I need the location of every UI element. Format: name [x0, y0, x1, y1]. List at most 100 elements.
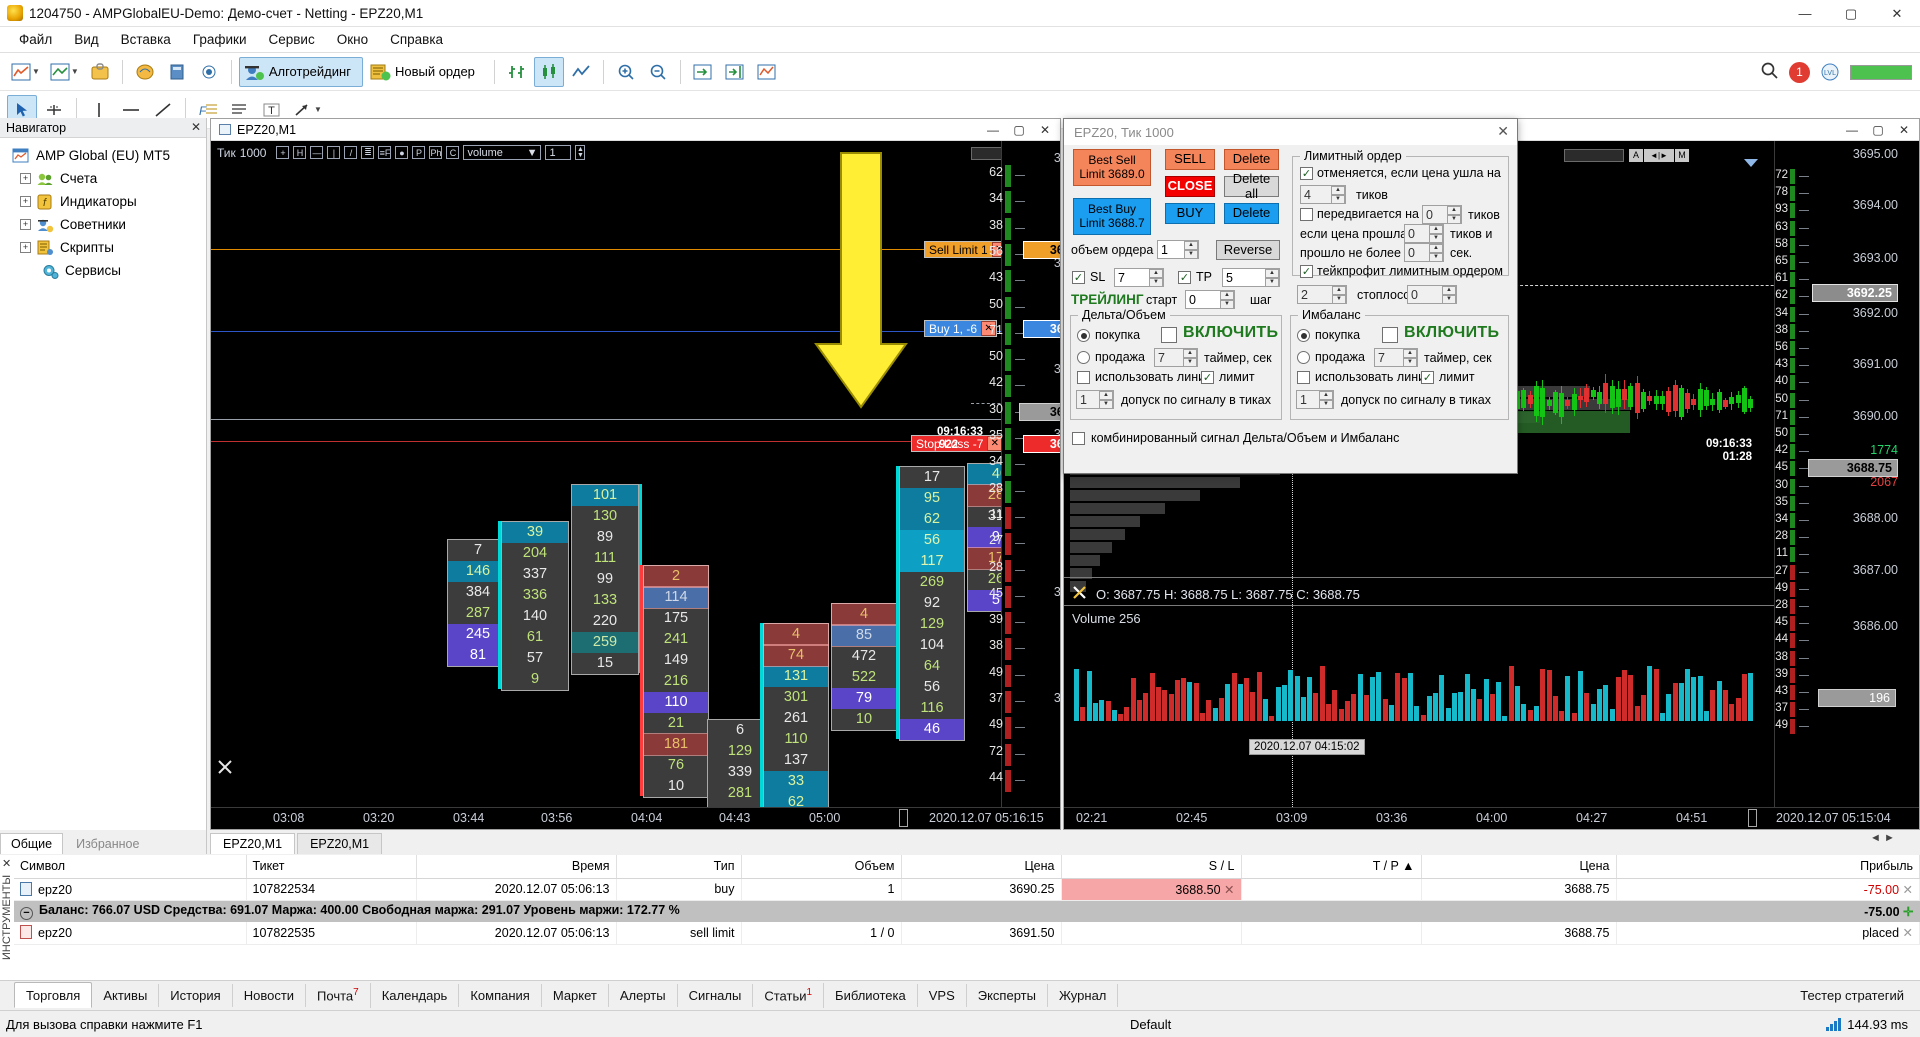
- chart-tabs[interactable]: EPZ20,M1 EPZ20,M1: [210, 830, 1061, 854]
- navigator-item-accounts[interactable]: + Счета: [4, 167, 202, 190]
- col-type[interactable]: Тип: [616, 855, 742, 879]
- cluster-num-input[interactable]: 1: [545, 145, 572, 160]
- toolbox-tabs[interactable]: Торговля Активы История Новости Почта7 К…: [0, 980, 1920, 1010]
- imbalance-tolerance-input[interactable]: 1 ▲ ▼: [1296, 390, 1334, 409]
- trailing-start-stepper[interactable]: ▲ ▼: [1220, 291, 1234, 309]
- reverse-button[interactable]: Reverse: [1216, 240, 1280, 260]
- navigator-item-experts[interactable]: + Советники: [4, 213, 202, 236]
- text-tool-button[interactable]: T: [257, 95, 287, 125]
- buy-price-chip[interactable]: 3690.25: [1023, 320, 1060, 338]
- footprint-cluster[interactable]: 4 85 472 522 79 10: [831, 603, 897, 731]
- maximize-button[interactable]: ▢: [1844, 5, 1858, 21]
- cluster-btn-c[interactable]: C: [446, 146, 460, 159]
- imbalance-sell-radio[interactable]: [1297, 351, 1310, 364]
- vertical-line-tool-button[interactable]: [84, 95, 114, 125]
- cluster-btn-linesf[interactable]: ≡F: [378, 146, 392, 159]
- crosshair-tool-button[interactable]: [39, 95, 69, 125]
- limit-move-ticks-input[interactable]: 0 ▲ ▼: [1422, 205, 1462, 224]
- trades-table[interactable]: Символ Тикет Время Тип Объем Цена S / L …: [14, 855, 1920, 945]
- buy-line-label[interactable]: Buy 1, -6 ✕: [924, 320, 998, 337]
- tab-mailbox[interactable]: Почта7: [306, 983, 371, 1008]
- best-sell-limit-button[interactable]: Best Sell Limit 3689.0: [1073, 149, 1151, 186]
- imbalance-use-line-checkbox[interactable]: [1297, 371, 1310, 384]
- col-volume[interactable]: Объем: [741, 855, 902, 879]
- limit-move-checkbox[interactable]: [1300, 208, 1313, 221]
- delta-use-line-checkbox[interactable]: [1077, 371, 1090, 384]
- delete-all-button[interactable]: Delete all: [1224, 171, 1279, 200]
- new-order-label[interactable]: Новый ордер: [394, 64, 475, 79]
- imbalance-timer-input[interactable]: 7 ▲ ▼: [1374, 348, 1418, 367]
- tp-input[interactable]: 5 ▲ ▼: [1222, 268, 1280, 287]
- navigator-item-scripts[interactable]: + Скрипты: [4, 236, 202, 259]
- footprint-cluster[interactable]: 4741313012611101373362825: [763, 623, 829, 807]
- fibonacci-tool-button[interactable]: F: [193, 95, 223, 125]
- delta-limit-checkbox[interactable]: ✓: [1201, 371, 1214, 384]
- delta-timer-input[interactable]: 7 ▲ ▼: [1154, 348, 1198, 367]
- col-price2[interactable]: Цена: [1421, 855, 1617, 879]
- menu-item-window[interactable]: Окно: [336, 32, 369, 47]
- candle-chart-button[interactable]: [533, 56, 564, 87]
- cluster-num-stepper[interactable]: ▲ ▼: [575, 145, 586, 160]
- sl-checkbox[interactable]: ✓: [1072, 271, 1085, 284]
- right-chart-mode-arrows[interactable]: ◄|►: [1644, 149, 1674, 162]
- chevron-down-icon[interactable]: ▼: [314, 105, 322, 114]
- footprint-cluster[interactable]: 17 95 62 56 117 269 92 129 104 64 56 116 46: [899, 466, 965, 741]
- menu-item-help[interactable]: Справка: [390, 32, 444, 47]
- combined-signal-checkbox[interactable]: [1072, 432, 1085, 445]
- right-chart-mode-m[interactable]: M: [1675, 149, 1689, 162]
- cluster-btn-h[interactable]: H: [293, 146, 307, 159]
- left-chart-minimize[interactable]: —: [987, 123, 999, 137]
- close-position-button[interactable]: CLOSE: [1165, 176, 1215, 197]
- stoploss-stepper[interactable]: ▲ ▼: [1442, 286, 1456, 304]
- status-profile[interactable]: Default: [1130, 1016, 1172, 1032]
- tab-journal[interactable]: Журнал: [1048, 984, 1119, 1007]
- close-icon[interactable]: ✕: [981, 321, 997, 336]
- sl-input[interactable]: 7 ▲ ▼: [1114, 268, 1164, 287]
- close-icon[interactable]: ✕: [190, 120, 201, 134]
- lvl-indicator[interactable]: LVL: [1820, 63, 1840, 81]
- col-price[interactable]: Цена: [901, 855, 1062, 879]
- trades-body[interactable]: epz20 107822534 2020.12.07 05:06:13 buy …: [14, 878, 1920, 945]
- limit-cancel-ticks-input[interactable]: 4 ▲ ▼: [1300, 185, 1346, 204]
- tab-trade[interactable]: Торговля: [14, 981, 93, 1008]
- chevron-down-icon[interactable]: ▼: [526, 146, 538, 159]
- zoom-in-button[interactable]: [611, 57, 641, 87]
- crosshair-price-chip[interactable]: 3692.25: [1812, 284, 1898, 302]
- cluster-btn-ph[interactable]: Ph: [429, 146, 443, 159]
- navigator-root[interactable]: AMP Global (EU) MT5: [4, 144, 202, 167]
- menu-item-insert[interactable]: Вставка: [120, 32, 171, 47]
- delta-timer-stepper[interactable]: ▲ ▼: [1183, 349, 1197, 367]
- main-toolbar[interactable]: ▼ ▼ Алготрейдинг Новый ордер: [0, 53, 1920, 91]
- navigator-tab-favorites[interactable]: Избранное: [65, 833, 151, 854]
- autoscroll-button[interactable]: [688, 57, 718, 87]
- strategy-tester-label[interactable]: Тестер стратегий: [1800, 988, 1904, 1003]
- right-chart-maximize[interactable]: ▢: [1872, 123, 1884, 137]
- left-chart-maximize[interactable]: ▢: [1013, 123, 1025, 137]
- tp-stepper[interactable]: ▲ ▼: [1265, 269, 1279, 287]
- col-ticket[interactable]: Тикет: [246, 855, 417, 879]
- tab-alerts[interactable]: Алерты: [609, 984, 678, 1007]
- expand-icon[interactable]: +: [20, 219, 31, 230]
- tp-limit-input[interactable]: 2 ▲ ▼: [1297, 285, 1347, 304]
- data-window-button[interactable]: [130, 57, 160, 87]
- tab-calendar[interactable]: Календарь: [371, 984, 460, 1007]
- sell-limit-price-chip[interactable]: 3691.50: [1023, 241, 1060, 259]
- cluster-btn-dash[interactable]: —: [310, 146, 324, 159]
- navigator-tabs[interactable]: Общие Избранное: [0, 830, 207, 854]
- right-chart-window-controls[interactable]: — ▢ ✕: [1839, 119, 1917, 141]
- delete-sell-button[interactable]: Delete: [1224, 149, 1279, 170]
- col-profit[interactable]: Прибыль: [1616, 855, 1920, 879]
- menu-bar[interactable]: Файл Вид Вставка Графики Сервис Окно Спр…: [0, 27, 1920, 53]
- stop-loss-price-chip[interactable]: 3688.50: [1023, 435, 1060, 453]
- shapes-tool-button[interactable]: [225, 95, 255, 125]
- imbalance-tolerance-stepper[interactable]: ▲ ▼: [1319, 391, 1333, 409]
- line-chart-button[interactable]: [566, 57, 596, 87]
- right-chart-close[interactable]: ✕: [1898, 123, 1910, 137]
- window-controls[interactable]: — ▢ ✕: [1782, 0, 1920, 27]
- menu-item-charts[interactable]: Графики: [192, 32, 247, 47]
- left-chart-close[interactable]: ✕: [1039, 123, 1051, 137]
- tab-articles[interactable]: Статьи1: [753, 983, 825, 1008]
- search-icon[interactable]: [1760, 61, 1779, 83]
- tab-signals[interactable]: Сигналы: [678, 984, 754, 1007]
- tab-vps[interactable]: VPS: [918, 984, 967, 1007]
